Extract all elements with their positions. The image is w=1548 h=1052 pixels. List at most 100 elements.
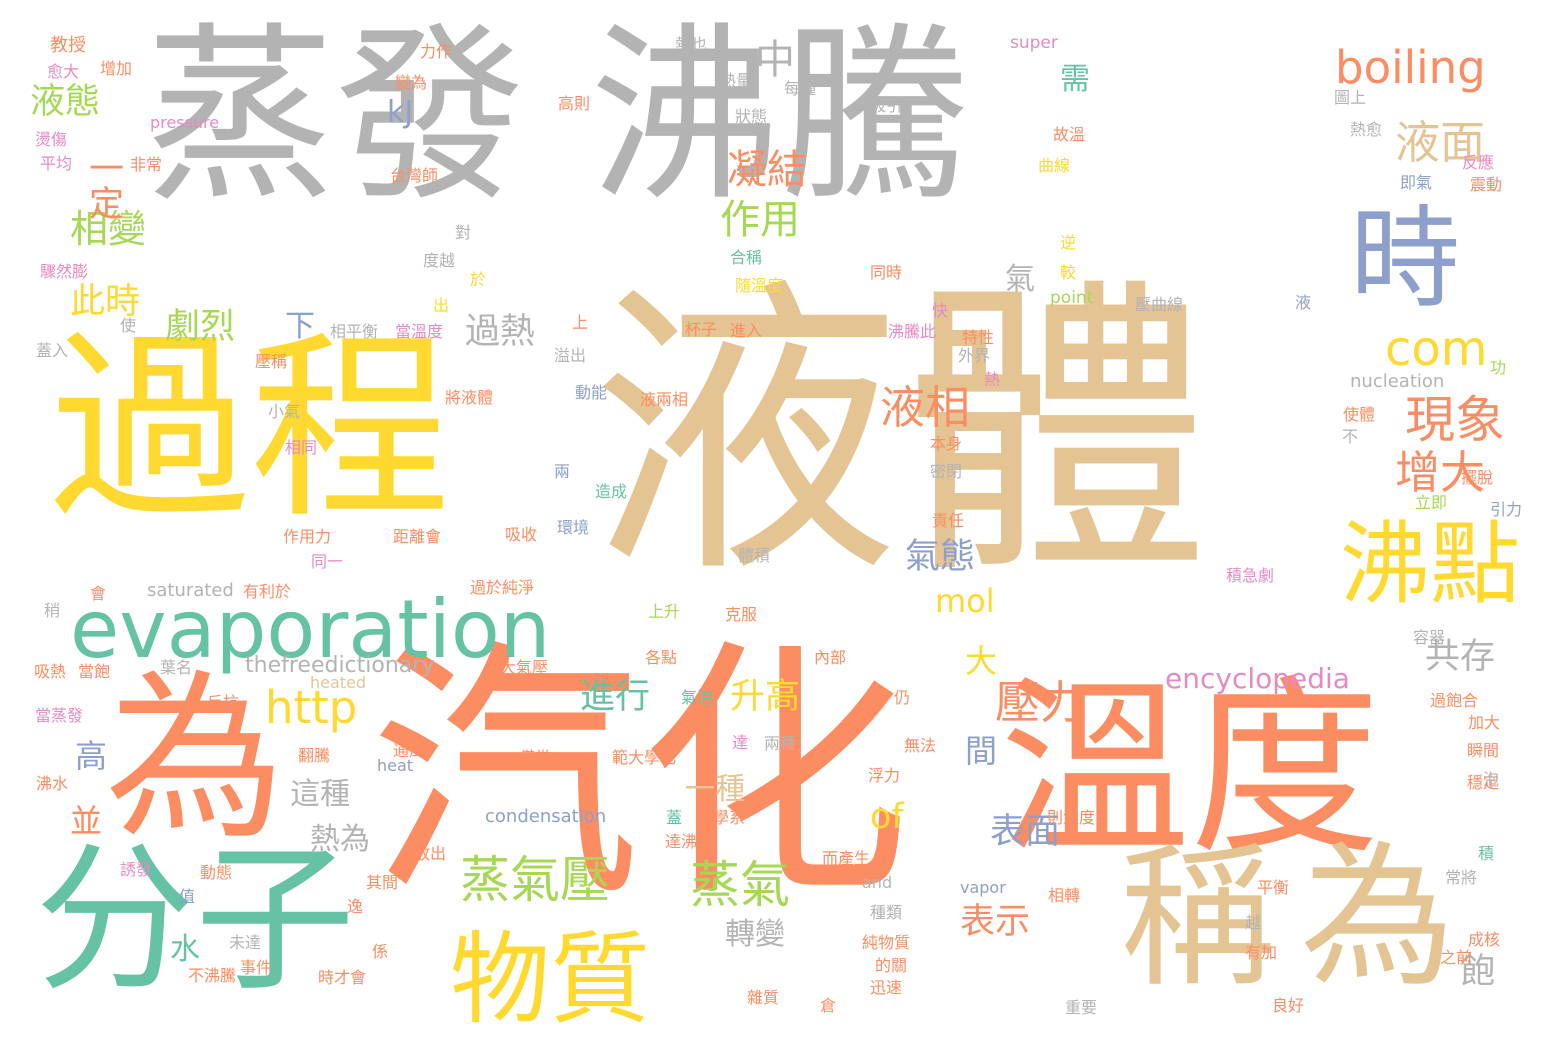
cloud-word: 學系	[713, 808, 746, 827]
cloud-word: 非常	[130, 155, 163, 174]
cloud-word: 稱	[1120, 827, 1275, 1008]
cloud-word: point	[1050, 288, 1094, 308]
cloud-word: 故溫	[1053, 125, 1086, 144]
cloud-word: 重要	[1065, 998, 1098, 1017]
cloud-word: 轉變	[725, 917, 785, 952]
cloud-word: 對	[455, 223, 472, 242]
cloud-word: 穩定	[1467, 773, 1500, 792]
cloud-word: 熱量	[720, 71, 753, 90]
cloud-word: 種類	[870, 903, 903, 922]
cloud-word: 每種	[784, 79, 817, 98]
cloud-word: 台灣師	[390, 166, 439, 185]
cloud-word: 良好	[1272, 996, 1305, 1015]
cloud-word: 較	[1060, 263, 1077, 282]
cloud-word: 時才會	[318, 968, 367, 987]
cloud-word: 積急劇	[1226, 566, 1275, 585]
cloud-word: 兩種	[764, 734, 797, 753]
cloud-word: 即氣	[1400, 173, 1433, 192]
cloud-word: 蓋入	[36, 341, 69, 360]
cloud-word: 事件	[240, 958, 273, 977]
cloud-word: 外界	[958, 346, 991, 365]
cloud-word: and	[862, 873, 893, 892]
cloud-word: 成核	[1468, 930, 1501, 949]
cloud-word: 壓曲線	[1135, 295, 1184, 314]
cloud-word: 立即	[1415, 493, 1448, 512]
cloud-word: 氣泡	[681, 688, 714, 707]
cloud-word: 而產生	[822, 849, 871, 868]
cloud-word: 當蒸發	[35, 706, 84, 725]
cloud-word: 反應	[1462, 153, 1495, 172]
cloud-word: 需	[1060, 62, 1090, 97]
cloud-word: 蒸氣壓	[460, 851, 610, 909]
cloud-word: 中	[755, 37, 795, 83]
cloud-word: 燙傷	[35, 130, 68, 149]
cloud-word: 稍	[44, 601, 61, 620]
cloud-word: 環境	[557, 518, 590, 537]
cloud-word: 仍	[894, 688, 911, 707]
cloud-word: 相轉	[1048, 886, 1081, 905]
cloud-word: 本身	[930, 434, 963, 453]
cloud-word: 雜質	[747, 988, 780, 1007]
cloud-word: 度越	[423, 251, 456, 270]
cloud-word: 隨溫度	[735, 276, 784, 295]
cloud-word: 無法	[904, 736, 937, 755]
cloud-word: 此時	[70, 282, 141, 322]
cloud-word: 係	[372, 942, 389, 961]
cloud-word: 氣態	[905, 537, 976, 577]
cloud-word: 範大學化	[612, 748, 677, 767]
cloud-word: 過於純淨	[470, 578, 535, 597]
cloud-word: 擺脫	[1461, 468, 1494, 487]
cloud-word: 熱也	[675, 35, 708, 54]
cloud-word: 瞬間	[1467, 741, 1500, 760]
cloud-word: 之前	[1440, 948, 1473, 967]
cloud-word: 一種	[685, 772, 745, 807]
cloud-word: 反抗	[207, 693, 240, 712]
cloud-word: 沸騰此	[888, 322, 937, 341]
cloud-word: 液態	[30, 82, 101, 122]
cloud-word: of	[870, 797, 904, 837]
cloud-word: boiling	[1335, 41, 1486, 94]
cloud-word: 各點	[645, 648, 678, 667]
cloud-word: evaporation	[70, 583, 551, 676]
cloud-word: 過程	[50, 313, 451, 546]
cloud-word: 氣	[1005, 262, 1035, 297]
cloud-word: 表面	[990, 812, 1061, 852]
cloud-word: 升高	[730, 677, 801, 717]
cloud-word: 增大	[1395, 446, 1486, 499]
cloud-word: 現象	[1405, 391, 1505, 449]
cloud-word: 值	[179, 887, 196, 906]
cloud-word: 放出	[414, 844, 447, 863]
cloud-word: 杯子	[685, 320, 718, 339]
cloud-word: 常將	[1445, 868, 1478, 887]
cloud-word: 越	[1245, 913, 1262, 932]
cloud-word: 內部	[814, 648, 847, 667]
cloud-word: super	[1010, 33, 1058, 53]
cloud-word: 一定	[83, 150, 123, 220]
cloud-word: encyclopedia	[1165, 662, 1350, 695]
cloud-word: 並	[70, 802, 103, 840]
cloud-word: http	[265, 681, 358, 734]
cloud-word: 密閉	[930, 462, 963, 481]
cloud-word: 相平衡	[330, 322, 379, 341]
cloud-word: 間	[965, 732, 998, 770]
cloud-word: 合稱	[730, 248, 763, 267]
cloud-word: 熱愈	[1350, 120, 1383, 139]
cloud-word: 液兩相	[640, 390, 689, 409]
cloud-word: 其間	[366, 873, 399, 892]
cloud-word: 相同	[285, 438, 318, 457]
cloud-word: 容器	[1413, 628, 1446, 647]
cloud-word: 距離會	[393, 527, 442, 546]
cloud-word: 特性	[962, 328, 995, 347]
cloud-word: 作用	[720, 197, 800, 243]
cloud-word: 大	[965, 642, 998, 680]
cloud-word: 逸	[347, 897, 364, 916]
cloud-word: 不沸騰	[188, 966, 237, 985]
cloud-word: 沸水	[36, 774, 69, 793]
cloud-word: mol	[935, 582, 995, 620]
cloud-word: 沸點	[1340, 512, 1520, 617]
cloud-word: 沸騰	[590, 6, 971, 227]
cloud-word: 葉名	[160, 658, 193, 677]
cloud-word: 壓力	[995, 676, 1086, 729]
cloud-word: 液相	[880, 381, 971, 434]
cloud-word: 下	[285, 309, 315, 344]
